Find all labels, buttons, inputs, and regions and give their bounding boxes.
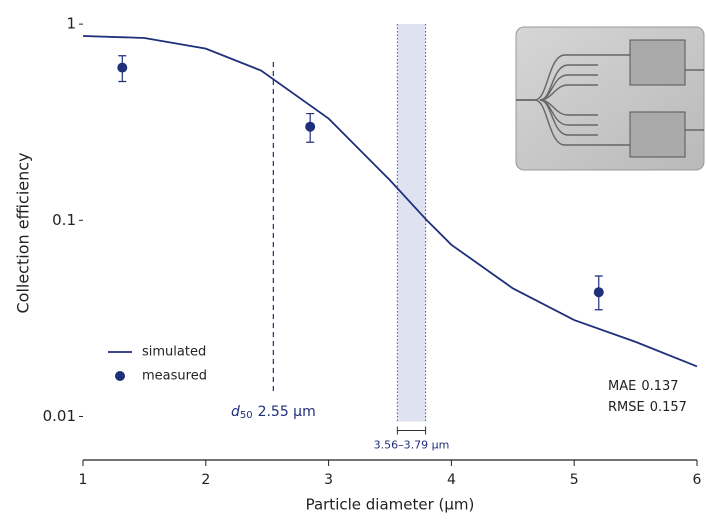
simulated-curve <box>82 35 698 368</box>
d50-label: d50 2.55 µm <box>231 404 316 421</box>
metric: RMSE 0.157 <box>608 400 687 415</box>
highlight-band <box>397 24 426 422</box>
legend-marker <box>115 371 125 381</box>
y-tick-label: 0.1 <box>52 211 76 229</box>
x-tick-label: 3 <box>324 472 333 488</box>
data-point <box>305 121 316 132</box>
x-tick-label: 2 <box>201 472 210 488</box>
x-tick-label: 4 <box>447 472 456 488</box>
device-inset <box>515 26 705 171</box>
d50-subscript: 50 <box>240 410 253 421</box>
y-axis-label: Collection efficiency <box>14 152 33 313</box>
metric-value: 0.157 <box>650 400 687 415</box>
y-tick-label: 0.01 <box>43 407 76 425</box>
x-tick-label: 6 <box>693 472 702 488</box>
metric-value: 0.137 <box>641 379 678 394</box>
legend-label: measured <box>142 369 207 384</box>
band-label: 3.56–3.79 µm <box>374 438 450 451</box>
band-bracket <box>396 426 427 435</box>
metric: MAE 0.137 <box>608 379 679 394</box>
metric-name: RMSE <box>608 400 645 415</box>
legend-label: simulated <box>142 345 206 360</box>
x-tick-label: 5 <box>570 472 579 488</box>
x-axis-label: Particle diameter (µm) <box>306 496 475 514</box>
d50-value: 2.55 µm <box>258 404 316 420</box>
data-point <box>593 287 604 298</box>
data-point <box>117 62 128 73</box>
x-tick-label: 1 <box>79 472 88 488</box>
metric-name: MAE <box>608 379 636 394</box>
y-tick-label: 1 <box>66 15 76 33</box>
d50-symbol: d <box>231 404 240 420</box>
